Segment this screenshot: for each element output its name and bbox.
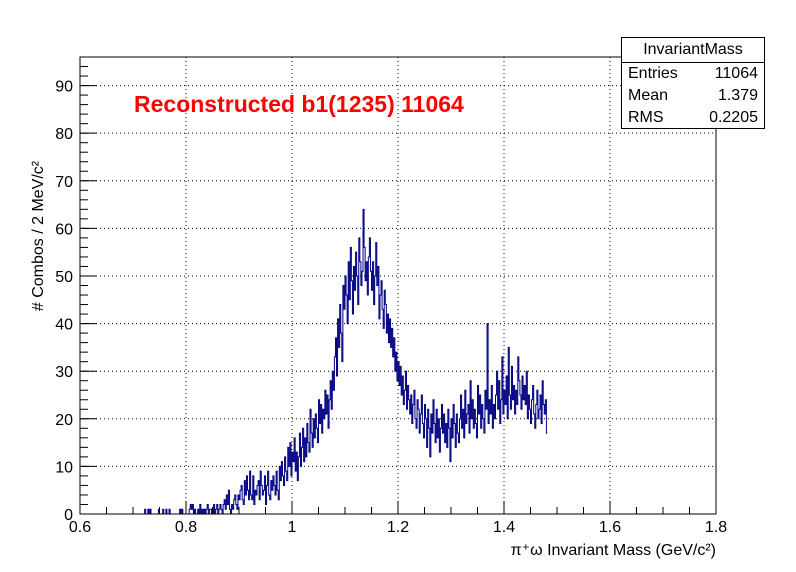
x-tick-label: 0.6 — [69, 519, 91, 536]
x-tick-label: 1.6 — [599, 519, 621, 536]
stats-value: 0.2205 — [709, 109, 758, 126]
y-tick-label: 0 — [64, 507, 73, 524]
x-tick-label: 0.8 — [175, 519, 197, 536]
y-tick-label: 50 — [55, 269, 73, 286]
x-tick-label: 1.2 — [387, 519, 409, 536]
y-tick-label: 80 — [55, 126, 73, 143]
stats-value: 1.379 — [717, 87, 758, 104]
y-tick-label: 30 — [55, 364, 73, 381]
stats-row-rms: RMS 0.2205 — [622, 107, 764, 129]
y-tick-label: 70 — [55, 174, 73, 191]
stats-row-mean: Mean 1.379 — [622, 85, 764, 107]
stats-label: Entries — [628, 65, 678, 82]
x-tick-label: 1 — [288, 519, 297, 536]
chart-title: Reconstructed b1(1235) 11064 — [134, 91, 464, 117]
x-tick-label: 1.8 — [705, 519, 727, 536]
x-tick-labels: 0.6 0.8 1 1.2 1.4 1.6 1.8 — [69, 519, 727, 536]
grid — [80, 57, 716, 514]
stats-label: Mean — [628, 87, 669, 104]
y-tick-label: 90 — [55, 79, 73, 96]
stats-row-entries: Entries 11064 — [622, 63, 764, 85]
x-axis-label: π⁺ω Invariant Mass (GeV/c²) — [511, 542, 716, 559]
y-axis-label: # Combos / 2 MeV/c² — [30, 160, 47, 311]
y-tick-label: 10 — [55, 459, 73, 476]
stats-label: RMS — [628, 109, 664, 126]
stats-box: InvariantMass Entries 11064 Mean 1.379 R… — [621, 37, 765, 129]
y-tick-label: 20 — [55, 412, 73, 429]
x-tick-label: 1.4 — [493, 519, 515, 536]
y-tick-label: 60 — [55, 221, 73, 238]
axis-ticks — [79, 56, 717, 515]
stats-value: 11064 — [714, 65, 758, 82]
histogram-line — [80, 208, 548, 515]
stats-title: InvariantMass — [622, 38, 764, 63]
y-tick-label: 40 — [55, 317, 73, 334]
y-tick-labels: 0 10 20 30 40 50 60 70 80 90 — [55, 79, 73, 524]
